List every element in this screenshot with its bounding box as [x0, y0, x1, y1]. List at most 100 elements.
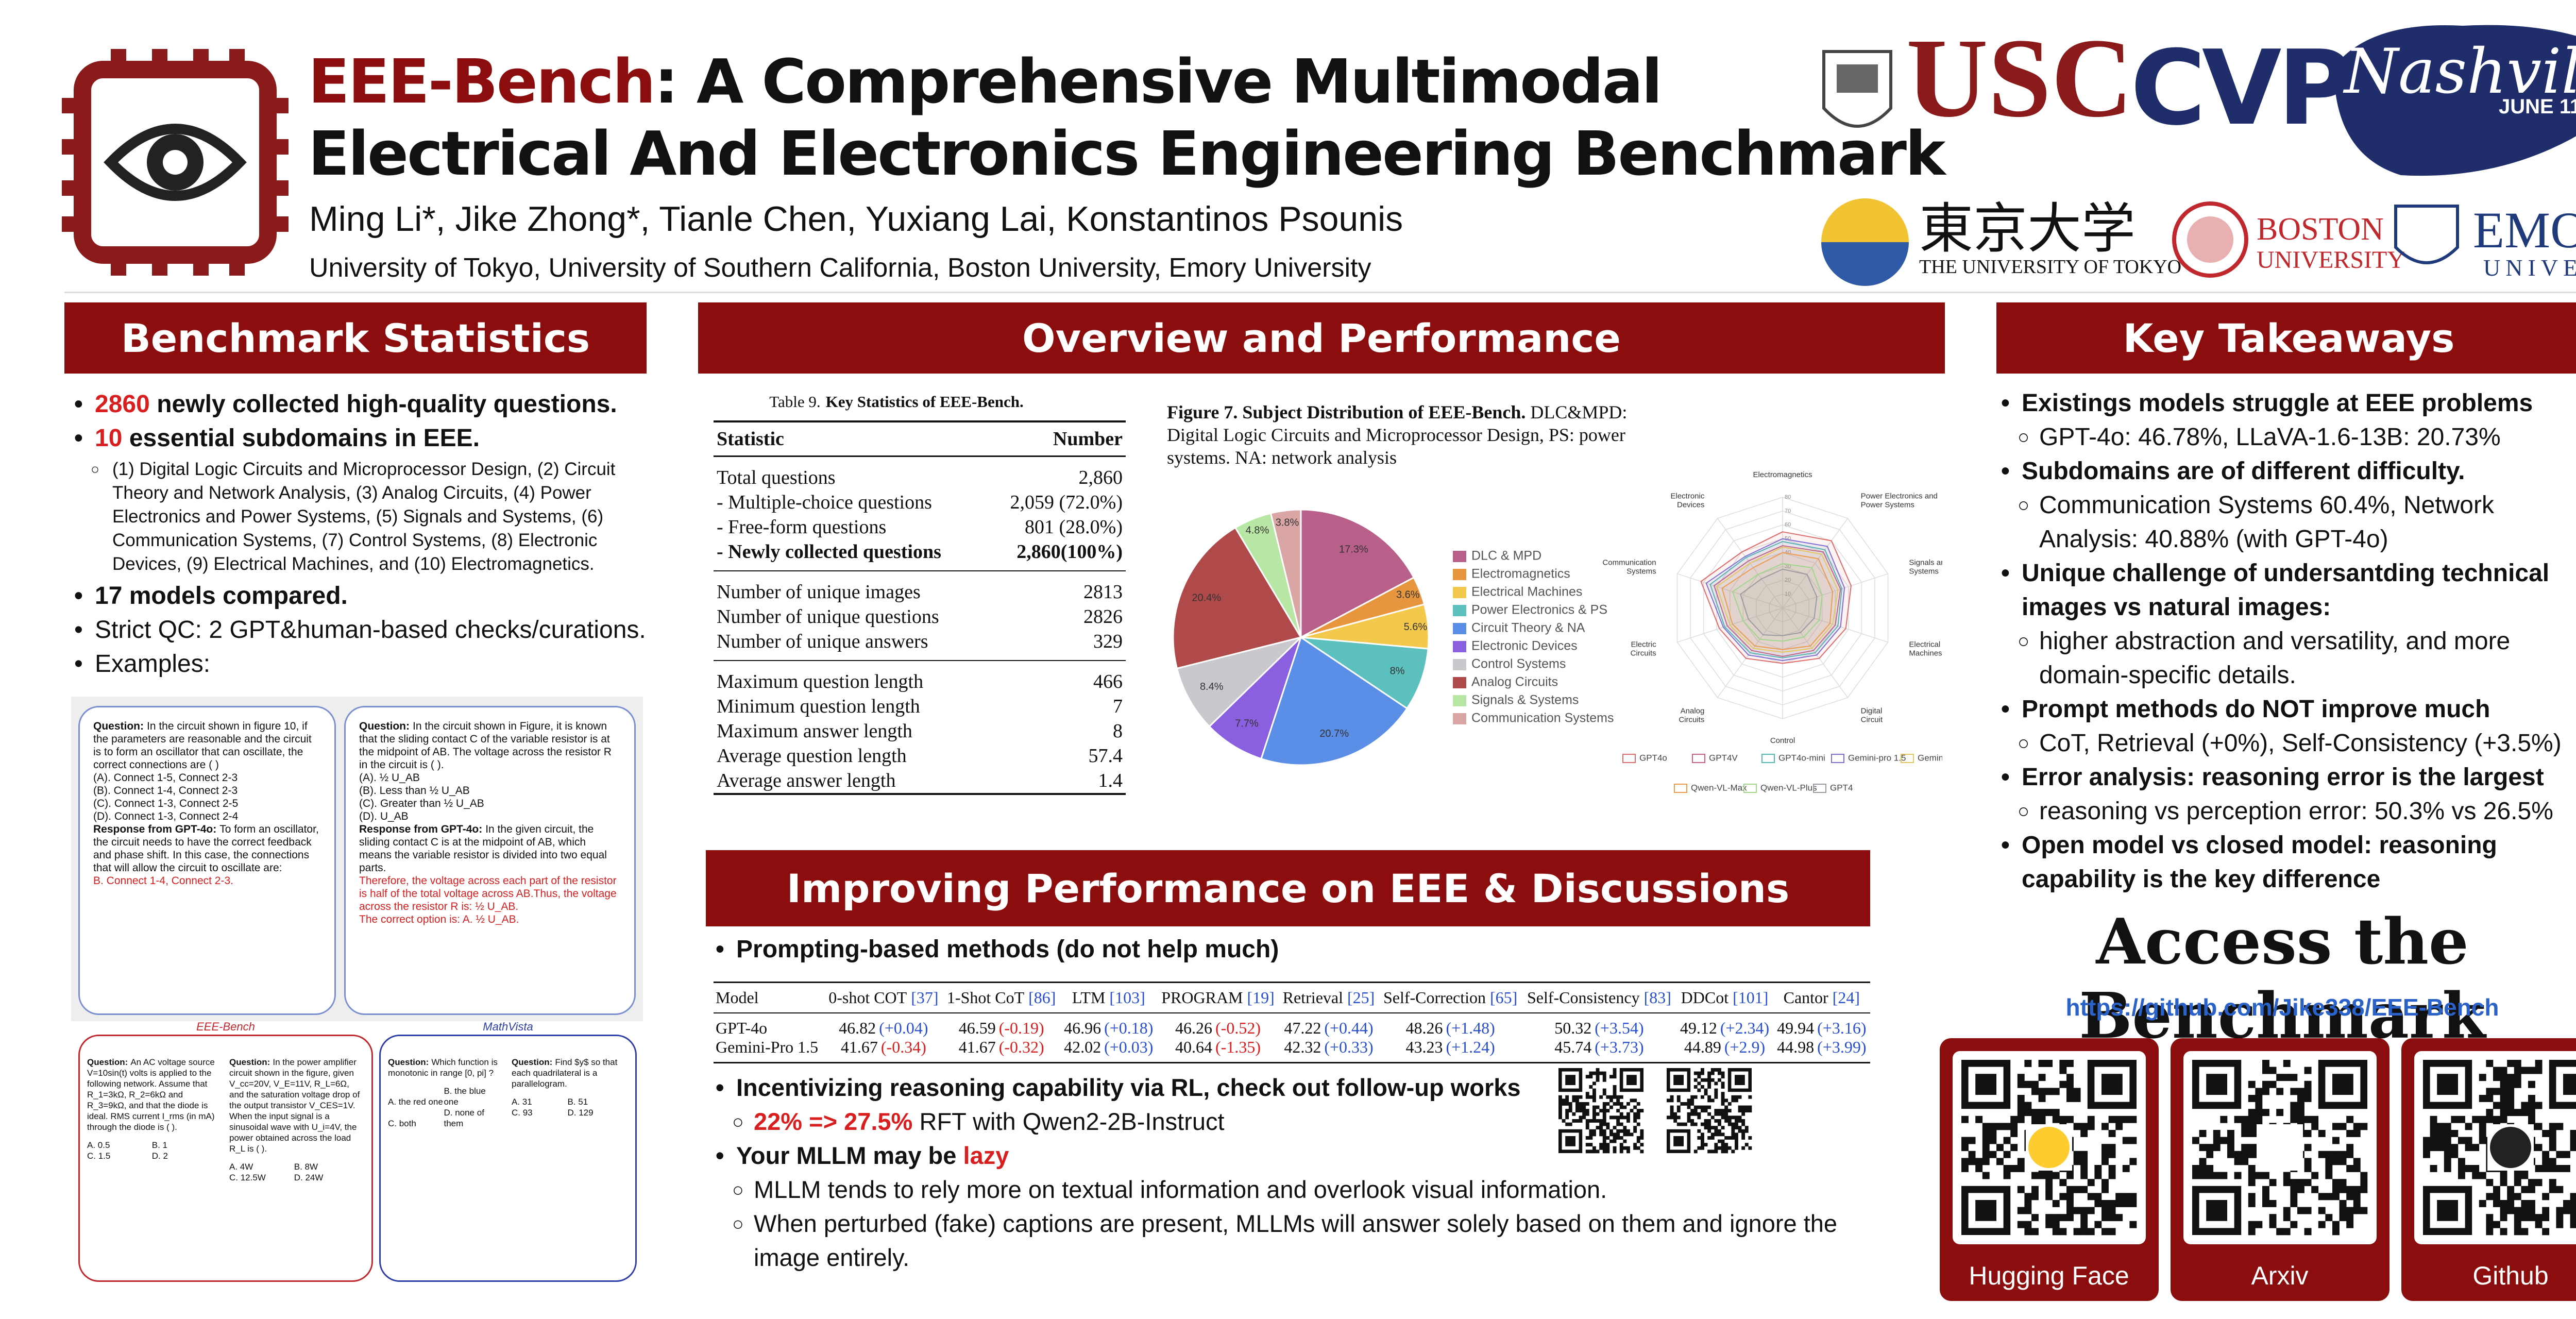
qr-finder [1619, 1068, 1643, 1092]
access-url[interactable]: https://github.com/Jike338/EEE-Bench [2065, 994, 2499, 1021]
qr-cell [2500, 1095, 2507, 1102]
qr-cell [2031, 1193, 2039, 1200]
qr-cell [1721, 1109, 1725, 1113]
pie-slice [1300, 636, 1429, 710]
qr-cell [1602, 1129, 1606, 1133]
qr-cell [1568, 1105, 1572, 1109]
link-label[interactable]: Arxiv [2251, 1261, 2308, 1290]
qr-cell [1748, 1146, 1752, 1150]
qr-cell [1704, 1126, 1708, 1130]
qr-cell [1744, 1143, 1749, 1147]
option: B. 1 [151, 1140, 167, 1150]
qr-cell [2080, 1172, 2088, 1179]
legend-label: Qwen-VL-Plus [1760, 783, 1817, 792]
qr-cell [1673, 1112, 1677, 1116]
qr-cell [1623, 1132, 1627, 1137]
question-text: In the circuit shown in Figure, it is kn… [359, 720, 612, 771]
options: A. the red oneB. the blue one C. both D. n… [388, 1086, 504, 1129]
qr-cell [2269, 1200, 2277, 1207]
qr-cell [1592, 1149, 1596, 1154]
qr-cell [1697, 1105, 1701, 1109]
qr-cell [2507, 1186, 2515, 1193]
qr-cell [2535, 1144, 2543, 1152]
qr-cell [2486, 1221, 2494, 1228]
qr-cell [2017, 1080, 2025, 1088]
qr-cell [1707, 1136, 1711, 1140]
qr-cell [2570, 1193, 2576, 1200]
qr-cell [1701, 1136, 1704, 1140]
qr-cell [2255, 1095, 2263, 1102]
bench-label: EEE-Bench [196, 1020, 255, 1033]
qr-cell [2332, 1137, 2340, 1144]
qr-cell [2318, 1207, 2326, 1214]
qr-cell [1565, 1115, 1569, 1120]
qr-cell [1707, 1112, 1711, 1116]
qr-cell [1592, 1098, 1596, 1103]
link-label[interactable]: Hugging Face [1969, 1261, 2129, 1290]
link-label[interactable]: Github [2472, 1261, 2548, 1290]
qr-cell [1693, 1095, 1698, 1099]
takeaways-list: Existings models struggle at EEE problem… [1999, 386, 2576, 897]
qr-finder [1558, 1068, 1583, 1092]
qr-cell [1558, 1115, 1562, 1120]
qr-cell [1575, 1102, 1579, 1106]
header-cell: Retrieval [25] [1279, 983, 1379, 1013]
bullet-text: Prompt methods do NOT improve much [2022, 696, 2490, 723]
qr-cell [2437, 1123, 2445, 1130]
qr-cell [2122, 1193, 2130, 1200]
qr-cell [2360, 1179, 2368, 1187]
qr-finder [1975, 1074, 1996, 1095]
qr-cell [1592, 1109, 1596, 1113]
qr-cell [2556, 1221, 2564, 1228]
qr-cell [1680, 1122, 1684, 1126]
qr-code[interactable] [1667, 1068, 1752, 1154]
qr-cell [1704, 1143, 1708, 1147]
qr-cell [2570, 1144, 2576, 1152]
qr-cell [1633, 1112, 1637, 1116]
sub-text: GPT-4o: 46.78%, LLaVA-1.6-13B: 20.73% [2039, 424, 2501, 451]
qr-cell [1616, 1115, 1620, 1120]
qr-cell [1602, 1122, 1606, 1126]
qr-code[interactable] [1558, 1068, 1644, 1154]
qr-code[interactable] [2192, 1059, 2368, 1236]
response-label: Response from GPT-4o: [359, 823, 483, 835]
qr-cell [1589, 1075, 1593, 1079]
qr-cell [1616, 1129, 1620, 1133]
qr-cell [2479, 1123, 2486, 1130]
cell: 46.82 (+0.04) [824, 1013, 943, 1038]
delta: (-0.34) [880, 1038, 926, 1056]
qr-cell [2108, 1214, 2116, 1222]
qr-cell [2353, 1158, 2361, 1165]
qr-finder [2549, 1059, 2576, 1109]
qr-cell [1744, 1129, 1749, 1133]
qr-cell [2304, 1067, 2312, 1074]
qr-cell [2045, 1088, 2053, 1095]
qr-cell [2234, 1158, 2242, 1165]
cell: 49.94 (+3.16) [1773, 1013, 1870, 1038]
pie-slice [1269, 509, 1302, 638]
improving-heading: Improving Performance on EEE & Discussio… [706, 850, 1870, 926]
qr-cell [1592, 1095, 1596, 1099]
qr-cell [2129, 1115, 2137, 1123]
qr-finder [2206, 1074, 2227, 1095]
qr-cell [1599, 1095, 1603, 1099]
qr-cell [1613, 1139, 1617, 1143]
qr-cell [2262, 1088, 2269, 1095]
qr-cell [1701, 1105, 1704, 1109]
qr-cell [1718, 1139, 1721, 1143]
qr-cell [1741, 1122, 1745, 1126]
qr-cell [2283, 1179, 2291, 1187]
qr-cell [2115, 1115, 2123, 1123]
qr-cell [1684, 1122, 1687, 1126]
caption-text: Key Statistics of EEE-Bench. [825, 393, 1024, 411]
bullet-accent: 10 [95, 425, 123, 452]
delta: (+2.9) [1724, 1038, 1766, 1056]
qr-cell [1613, 1115, 1617, 1120]
qr-cell [2199, 1130, 2207, 1137]
bullet: Prompt methods do NOT improve much [1999, 692, 2576, 726]
qr-cell [2031, 1228, 2039, 1236]
qr-cell [1619, 1102, 1623, 1106]
qr-cell [2087, 1115, 2095, 1123]
pie-label: 8.4% [1200, 681, 1224, 692]
